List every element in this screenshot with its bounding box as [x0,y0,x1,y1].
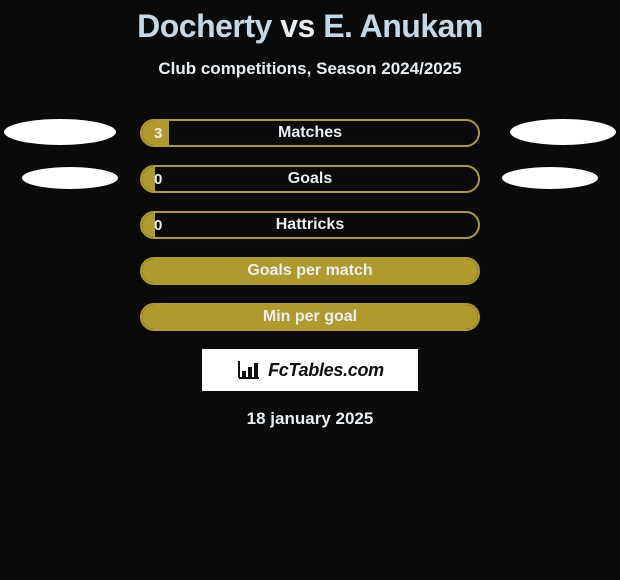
placeholder-ellipse-left [4,119,116,145]
brand-box[interactable]: FcTables.com [202,349,418,391]
stat-row: Min per goal [0,303,620,331]
stat-row: 0Hattricks [0,211,620,239]
stat-bar: 0Goals [140,165,480,193]
stat-bar: 3Matches [140,119,480,147]
stat-row: 0Goals [0,165,620,193]
stat-label: Hattricks [142,216,478,234]
stat-bar: Goals per match [140,257,480,285]
title-vs: vs [280,8,315,44]
placeholder-ellipse-right [502,167,598,189]
page-title: Docherty vs E. Anukam [0,0,620,45]
stat-rows: 3Matches 0Goals 0Hattricks Goals per match M… [0,119,620,331]
stat-bar: 0Hattricks [140,211,480,239]
date-label: 18 january 2025 [0,409,620,429]
title-right: E. Anukam [323,8,483,44]
stat-label: Goals per match [142,262,478,280]
placeholder-ellipse-left [22,167,118,189]
stat-row: 3Matches [0,119,620,147]
stat-label: Matches [142,124,478,142]
title-left: Docherty [137,8,272,44]
placeholder-ellipse-right [510,119,616,145]
brand-text: FcTables.com [268,360,384,381]
stat-label: Min per goal [142,308,478,326]
stat-row: Goals per match [0,257,620,285]
stat-bar: Min per goal [140,303,480,331]
subtitle: Club competitions, Season 2024/2025 [0,59,620,79]
chart-icon [236,359,262,381]
stat-label: Goals [142,170,478,188]
